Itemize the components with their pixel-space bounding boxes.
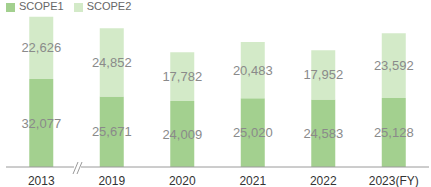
svg-text:25,020: 25,020 bbox=[233, 125, 273, 140]
svg-text:22,626: 22,626 bbox=[21, 40, 61, 55]
svg-text:20,483: 20,483 bbox=[233, 63, 273, 78]
svg-text:24,583: 24,583 bbox=[303, 126, 343, 141]
svg-text:2023(FY): 2023(FY) bbox=[369, 174, 419, 187]
svg-text:17,952: 17,952 bbox=[303, 67, 343, 82]
svg-text:32,077: 32,077 bbox=[21, 116, 61, 131]
html-text:SCOPE2: SCOPE2 bbox=[86, 0, 132, 12]
svg-text:25,671: 25,671 bbox=[92, 124, 132, 139]
svg-text:17,782: 17,782 bbox=[162, 69, 202, 84]
svg-text:2013: 2013 bbox=[28, 174, 55, 187]
svg-text:24,009: 24,009 bbox=[162, 127, 202, 142]
svg-text:2021: 2021 bbox=[239, 174, 266, 187]
svg-text:2022: 2022 bbox=[310, 174, 337, 187]
svg-text:23,592: 23,592 bbox=[374, 58, 414, 73]
svg-text:25,128: 25,128 bbox=[374, 125, 414, 140]
svg-text:2019: 2019 bbox=[98, 174, 125, 187]
svg-text:2020: 2020 bbox=[169, 174, 196, 187]
svg-text:24,852: 24,852 bbox=[92, 55, 132, 70]
html-text:SCOPE1: SCOPE1 bbox=[19, 0, 64, 12]
